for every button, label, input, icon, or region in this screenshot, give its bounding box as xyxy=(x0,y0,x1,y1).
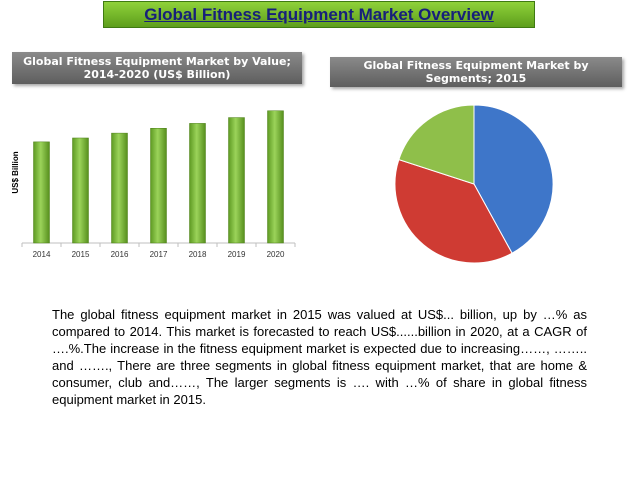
y-axis-label: US$ Billion xyxy=(11,151,20,193)
bar-chart: US$ Billion 2014 2015 2016 2017 2018 2019 2020 xyxy=(11,110,296,259)
x-tick-label: 2017 xyxy=(150,250,168,259)
bar-2017 xyxy=(150,128,167,244)
bar-2019 xyxy=(228,117,245,244)
x-tick-label: 2016 xyxy=(111,250,129,259)
bar-2020 xyxy=(267,110,284,244)
x-tick-label: 2020 xyxy=(267,250,285,259)
bar-2018 xyxy=(189,123,206,244)
title-banner: Global Fitness Equipment Market Overview xyxy=(103,1,535,28)
bar-2014 xyxy=(33,141,50,244)
pie-slice-2 xyxy=(394,158,513,264)
bar-2016 xyxy=(111,132,128,244)
pie-slice-3 xyxy=(398,104,475,185)
page-title: Global Fitness Equipment Market Overview xyxy=(144,4,494,24)
x-tick-label: 2015 xyxy=(72,250,90,259)
pie-chart xyxy=(394,104,554,264)
market-description: The global fitness equipment market in 2… xyxy=(52,307,587,407)
bar-chart-title: Global Fitness Equipment Market by Value… xyxy=(12,52,302,84)
bar-2015 xyxy=(72,137,89,244)
x-tick-label: 2014 xyxy=(33,250,51,259)
x-tick-label: 2018 xyxy=(189,250,207,259)
x-tick-label: 2019 xyxy=(228,250,246,259)
pie-chart-title: Global Fitness Equipment Market by Segme… xyxy=(330,57,622,87)
pie-slice-1 xyxy=(473,104,554,254)
